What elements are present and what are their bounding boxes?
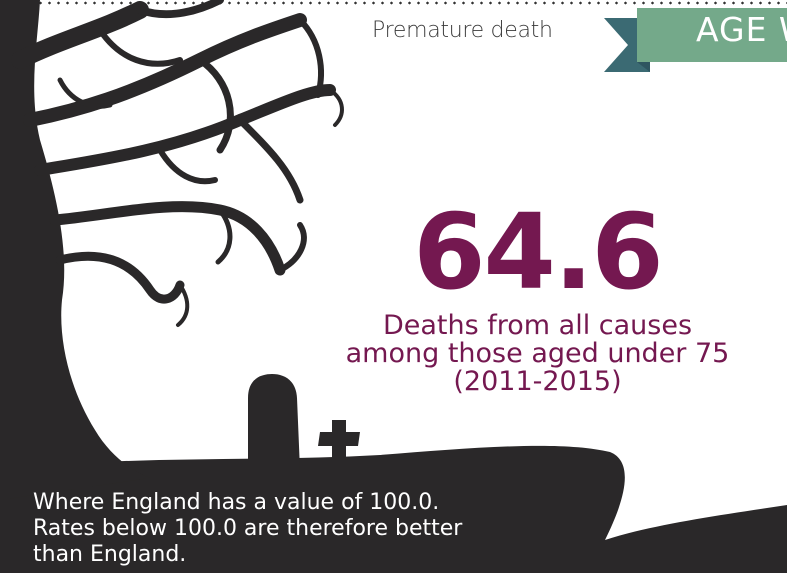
gravestone-icon <box>248 374 300 470</box>
footnote-line1: Where England has a value of 100.0. <box>33 490 440 515</box>
footnote: Where England has a value of 100.0. Rate… <box>33 490 553 568</box>
stat-description-line3: (2011-2015) <box>453 366 622 397</box>
section-label: Premature death <box>372 18 553 43</box>
cross-icon <box>318 420 360 470</box>
dotted-top-border <box>0 0 787 6</box>
stat-description-line1: Deaths from all causes <box>382 310 693 341</box>
footnote-line3: than England. <box>33 542 187 567</box>
ribbon-banner <box>604 8 787 72</box>
tree-branches <box>11 0 344 327</box>
stat-description: Deaths from all causes among those aged … <box>300 312 775 396</box>
stat-description-line2: among those aged under 75 <box>345 338 730 369</box>
tree-silhouette-icon <box>0 0 150 500</box>
stat-value: 64.6 <box>413 191 664 313</box>
footnote-line2: Rates below 100.0 are therefore better <box>33 516 463 541</box>
ribbon-label: AGE W <box>696 10 787 49</box>
ground-hill <box>0 445 787 573</box>
